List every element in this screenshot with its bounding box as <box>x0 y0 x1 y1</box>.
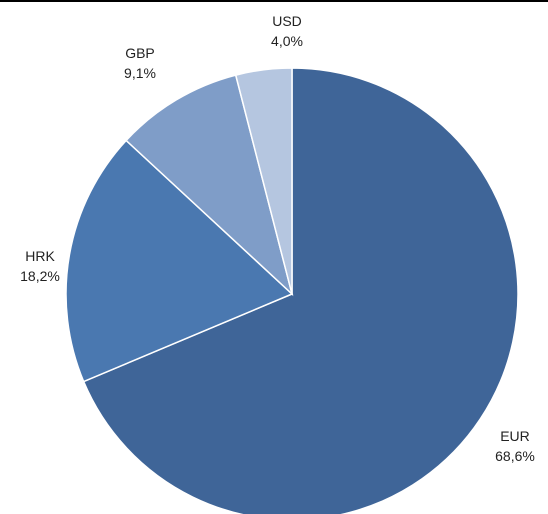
slice-label-eur: EUR <box>500 428 530 444</box>
pie-slice-eur <box>82 67 519 514</box>
pie-slice-hrk <box>65 139 294 383</box>
pie-slice-gbp <box>125 74 294 297</box>
slice-value-usd: 4,0% <box>271 33 303 49</box>
top-border <box>0 0 548 2</box>
pie-slices <box>65 67 519 514</box>
slice-value-gbp: 9,1% <box>124 65 156 81</box>
pie-labels: EUR 68,6% HRK 18,2% GBP 9,1% USD 4,0% <box>20 13 535 464</box>
slice-label-hrk: HRK <box>25 248 55 264</box>
slice-value-eur: 68,6% <box>495 448 535 464</box>
slice-value-hrk: 18,2% <box>20 268 60 284</box>
pie-slice-usd <box>234 67 293 295</box>
slice-label-gbp: GBP <box>125 45 155 61</box>
slice-label-usd: USD <box>272 13 302 29</box>
